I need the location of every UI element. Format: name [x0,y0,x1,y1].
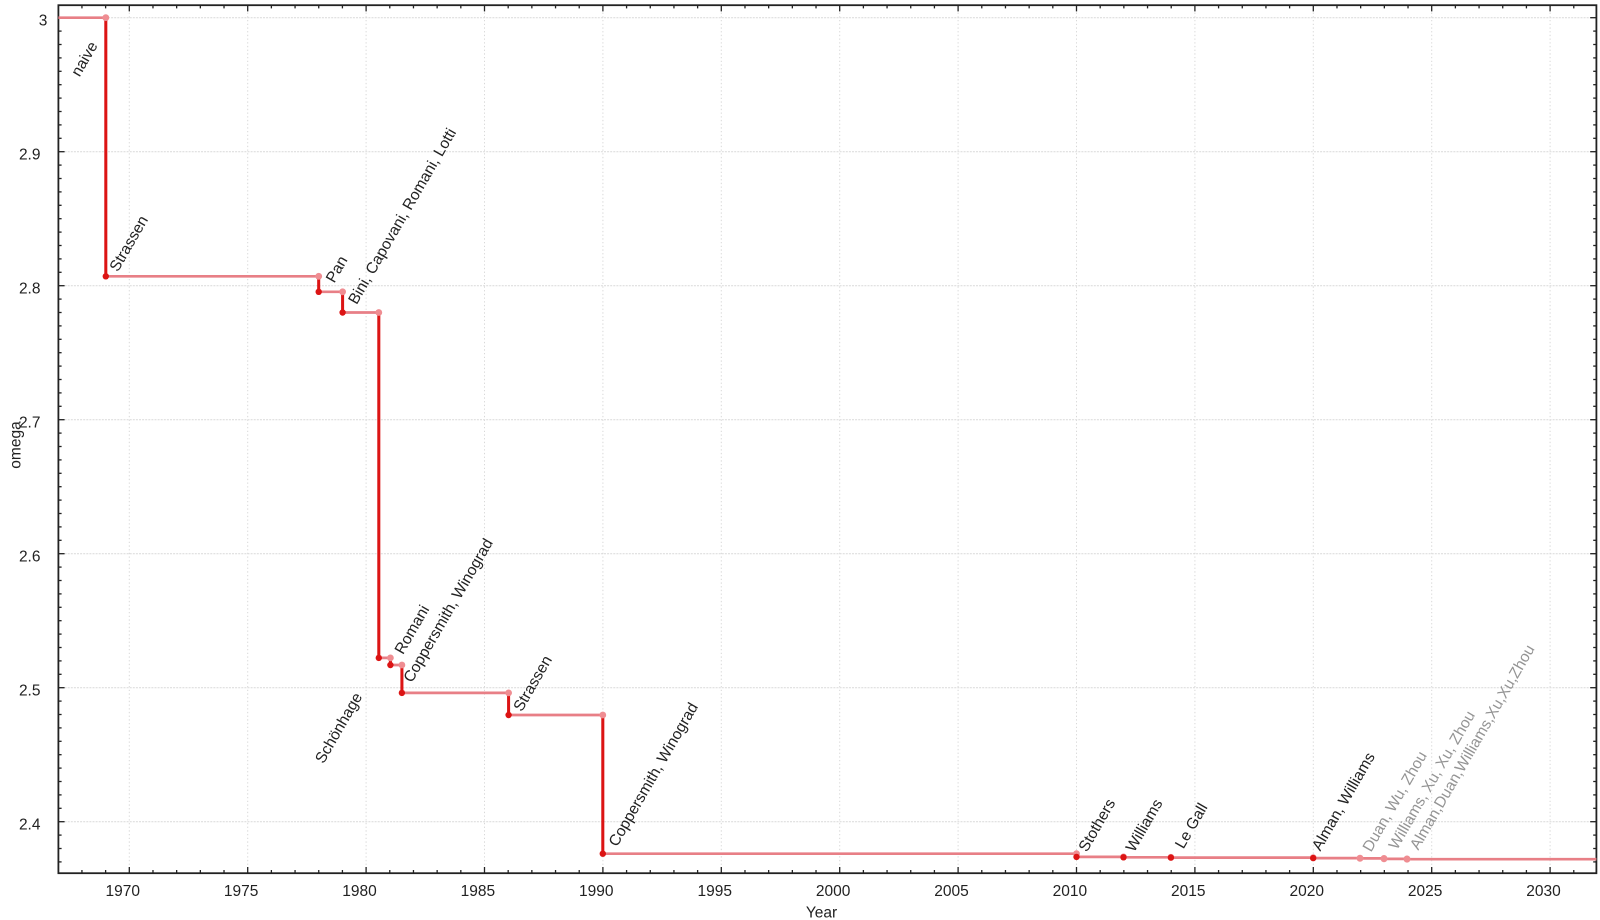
svg-text:2020: 2020 [1289,883,1324,900]
svg-text:2010: 2010 [1053,883,1088,900]
svg-text:1980: 1980 [342,883,377,900]
svg-text:3: 3 [39,13,48,30]
svg-text:1995: 1995 [697,883,731,900]
svg-text:2.4: 2.4 [19,817,41,834]
svg-text:2.6: 2.6 [19,549,41,566]
svg-text:2000: 2000 [816,883,851,900]
svg-text:1970: 1970 [105,883,140,900]
svg-text:2015: 2015 [1171,883,1205,900]
svg-text:2025: 2025 [1408,883,1442,900]
svg-text:1990: 1990 [579,883,614,900]
svg-text:2.9: 2.9 [19,147,41,164]
svg-text:2.7: 2.7 [19,415,41,432]
svg-text:1985: 1985 [461,883,495,900]
svg-text:Year: Year [806,904,837,920]
svg-text:2030: 2030 [1526,883,1561,900]
svg-text:2005: 2005 [934,883,968,900]
svg-text:2.8: 2.8 [19,281,41,298]
svg-text:1975: 1975 [224,883,258,900]
svg-text:omega: omega [8,421,25,469]
svg-text:2.5: 2.5 [19,683,41,700]
